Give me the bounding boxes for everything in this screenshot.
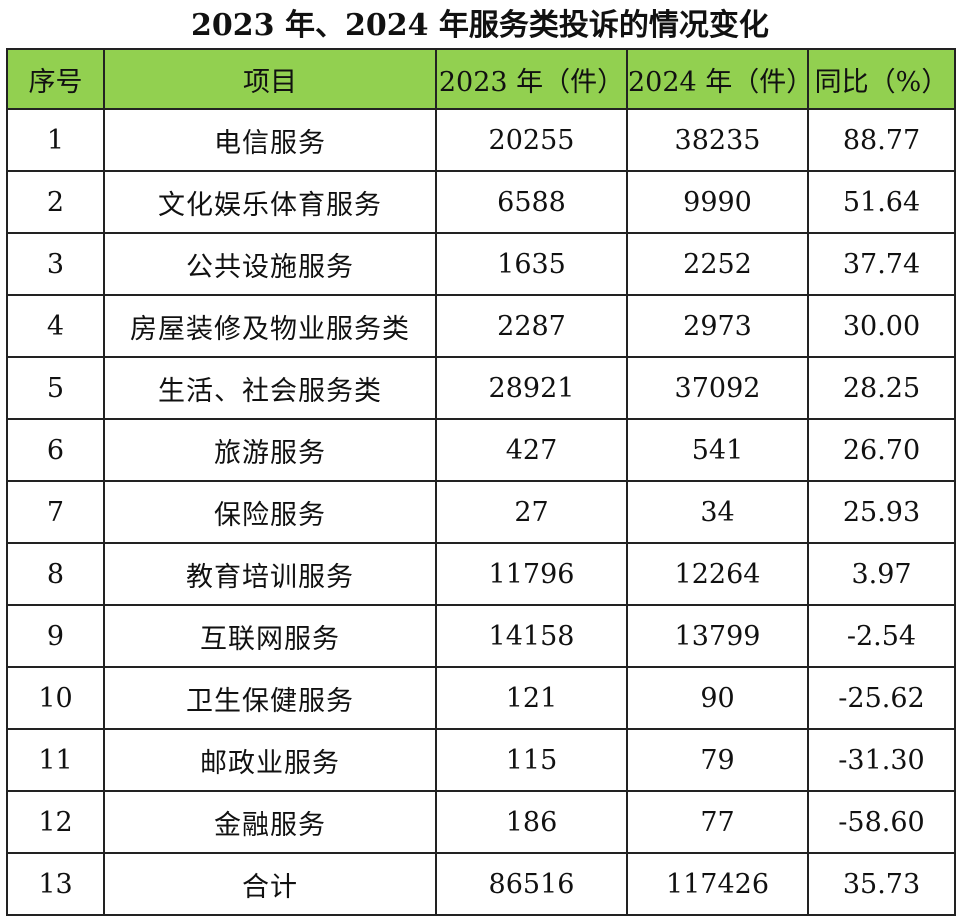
cell-index: 13 (6, 852, 105, 916)
table-row: 13 合计 86516 117426 35.73 (6, 852, 956, 916)
cell-yoy: -2.54 (807, 604, 956, 668)
cell-item: 公共设施服务 (103, 232, 437, 296)
table-row: 5 生活、社会服务类 28921 37092 28.25 (6, 356, 956, 420)
cell-yoy: 51.64 (807, 170, 956, 234)
cell-2023: 2287 (435, 294, 628, 358)
cell-2023: 6588 (435, 170, 628, 234)
cell-2023: 14158 (435, 604, 628, 668)
cell-2023: 11796 (435, 542, 628, 606)
table-row: 3 公共设施服务 1635 2252 37.74 (6, 232, 956, 296)
column-header-2023: 2023 年（件） (435, 48, 628, 110)
cell-2023: 86516 (435, 852, 628, 916)
complaints-table: 序号 项目 2023 年（件） 2024 年（件） 同比（%） 1 电信服务 202… (6, 48, 956, 916)
cell-item: 合计 (103, 852, 437, 916)
cell-index: 3 (6, 232, 105, 296)
cell-2024: 12264 (626, 542, 809, 606)
cell-index: 5 (6, 356, 105, 420)
cell-2024: 2252 (626, 232, 809, 296)
table-row: 11 邮政业服务 115 79 -31.30 (6, 728, 956, 792)
cell-index: 2 (6, 170, 105, 234)
header-row: 序号 项目 2023 年（件） 2024 年（件） 同比（%） (6, 48, 956, 110)
cell-2024: 38235 (626, 108, 809, 172)
cell-2023: 1635 (435, 232, 628, 296)
cell-yoy: -25.62 (807, 666, 956, 730)
cell-2024: 117426 (626, 852, 809, 916)
cell-index: 4 (6, 294, 105, 358)
cell-yoy: 35.73 (807, 852, 956, 916)
cell-item: 旅游服务 (103, 418, 437, 482)
cell-2024: 541 (626, 418, 809, 482)
table-row: 7 保险服务 27 34 25.93 (6, 480, 956, 544)
table-body: 1 电信服务 20255 38235 88.77 2 文化娱乐体育服务 6588 9990 51.… (6, 108, 956, 916)
table-row: 6 旅游服务 427 541 26.70 (6, 418, 956, 482)
cell-yoy: 30.00 (807, 294, 956, 358)
cell-index: 10 (6, 666, 105, 730)
cell-index: 11 (6, 728, 105, 792)
cell-yoy: 3.97 (807, 542, 956, 606)
cell-item: 文化娱乐体育服务 (103, 170, 437, 234)
cell-item: 卫生保健服务 (103, 666, 437, 730)
cell-index: 7 (6, 480, 105, 544)
cell-item: 房屋装修及物业服务类 (103, 294, 437, 358)
cell-item: 电信服务 (103, 108, 437, 172)
cell-2024: 2973 (626, 294, 809, 358)
cell-2024: 79 (626, 728, 809, 792)
cell-index: 1 (6, 108, 105, 172)
cell-2023: 20255 (435, 108, 628, 172)
table-row: 12 金融服务 186 77 -58.60 (6, 790, 956, 854)
cell-item: 教育培训服务 (103, 542, 437, 606)
cell-2024: 77 (626, 790, 809, 854)
cell-item: 互联网服务 (103, 604, 437, 668)
cell-2024: 34 (626, 480, 809, 544)
column-header-yoy: 同比（%） (807, 48, 956, 110)
cell-yoy: -58.60 (807, 790, 956, 854)
cell-item: 金融服务 (103, 790, 437, 854)
cell-2023: 186 (435, 790, 628, 854)
cell-index: 8 (6, 542, 105, 606)
table-row: 8 教育培训服务 11796 12264 3.97 (6, 542, 956, 606)
table-row: 10 卫生保健服务 121 90 -25.62 (6, 666, 956, 730)
table-row: 9 互联网服务 14158 13799 -2.54 (6, 604, 956, 668)
cell-yoy: 26.70 (807, 418, 956, 482)
cell-2024: 9990 (626, 170, 809, 234)
cell-2023: 427 (435, 418, 628, 482)
cell-2024: 13799 (626, 604, 809, 668)
cell-yoy: -31.30 (807, 728, 956, 792)
column-header-2024: 2024 年（件） (626, 48, 809, 110)
page-title: 2023 年、2024 年服务类投诉的情况变化 (191, 8, 769, 43)
cell-yoy: 28.25 (807, 356, 956, 420)
cell-index: 12 (6, 790, 105, 854)
cell-yoy: 25.93 (807, 480, 956, 544)
cell-yoy: 37.74 (807, 232, 956, 296)
cell-item: 生活、社会服务类 (103, 356, 437, 420)
cell-index: 6 (6, 418, 105, 482)
table-row: 4 房屋装修及物业服务类 2287 2973 30.00 (6, 294, 956, 358)
cell-index: 9 (6, 604, 105, 668)
cell-2024: 37092 (626, 356, 809, 420)
table-row: 1 电信服务 20255 38235 88.77 (6, 108, 956, 172)
cell-2023: 27 (435, 480, 628, 544)
cell-item: 邮政业服务 (103, 728, 437, 792)
cell-2023: 115 (435, 728, 628, 792)
column-header-item: 项目 (103, 48, 437, 110)
cell-2023: 28921 (435, 356, 628, 420)
cell-2024: 90 (626, 666, 809, 730)
column-header-index: 序号 (6, 48, 105, 110)
cell-yoy: 88.77 (807, 108, 956, 172)
cell-2023: 121 (435, 666, 628, 730)
cell-item: 保险服务 (103, 480, 437, 544)
table-row: 2 文化娱乐体育服务 6588 9990 51.64 (6, 170, 956, 234)
